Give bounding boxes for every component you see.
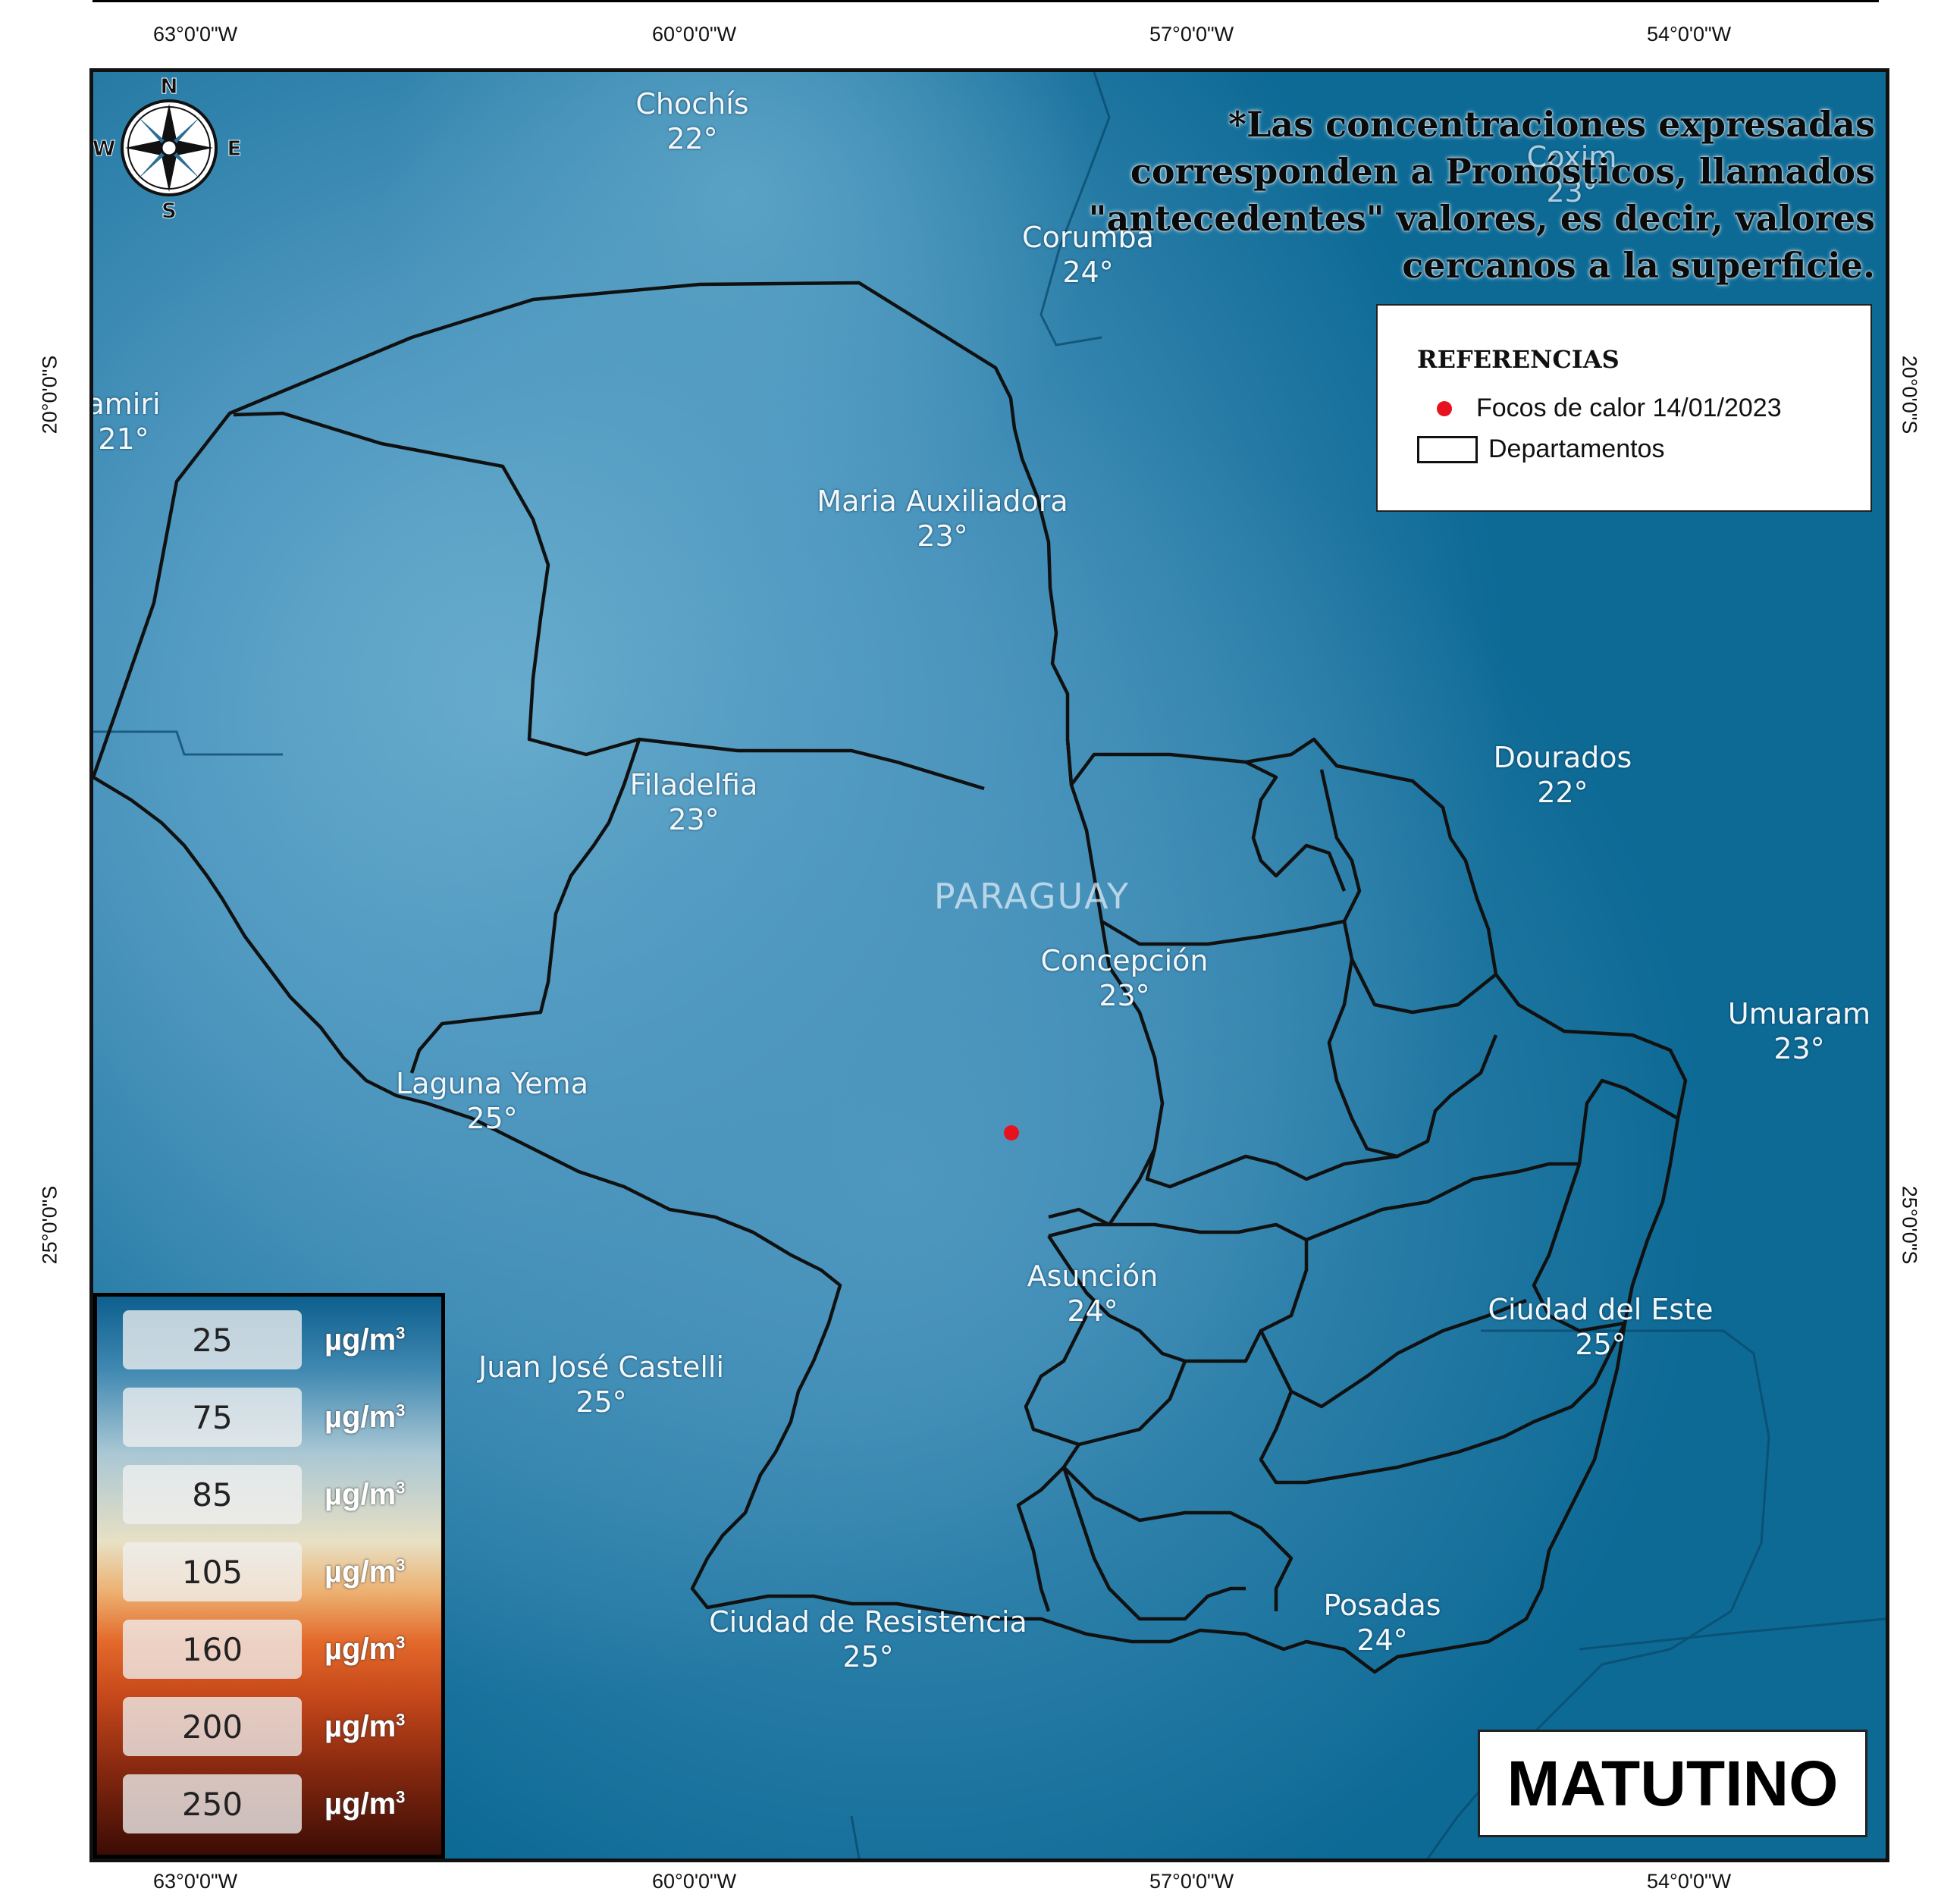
dept-line-5 [1099,921,1498,1189]
legend-hotspots: Focos de calor 14/01/2023 [1417,394,1782,423]
lon-label-top-2: 60°0'0"W [652,23,737,45]
scale-row-3: 85 µg/m3 [123,1463,405,1526]
scale-row-2: 75 µg/m3 [123,1386,405,1448]
city-label-posadas: Posadas 24° [1323,1589,1441,1657]
dept-line-14 [1259,1322,1627,1485]
city-label-amiri: amiri 21° [89,387,161,456]
dept-line-9 [1048,1147,1157,1227]
paraguay-outline [93,281,1688,1674]
city-label-ciudad-del-este: Ciudad del Este 25° [1488,1293,1714,1361]
scale-row-6: 200 µg/m3 [123,1695,405,1758]
scale-unit: µg/m3 [325,1400,406,1434]
lon-label-top-1: 63°0'0"W [153,23,238,45]
scale-value: 200 [123,1697,302,1756]
dept-line-8 [1048,1222,1309,1363]
period-label: MATUTINO [1478,1730,1867,1837]
city-label-ciudad-de-resistencia: Ciudad de Resistencia 25° [709,1605,1027,1673]
city-label-coxim: Coxim 23° [1526,140,1617,209]
scale-unit: µg/m3 [325,1786,406,1821]
scale-value: 160 [123,1620,302,1679]
city-label-chochis: Chochís 22° [635,87,749,155]
legend-departments-label: Departamentos [1488,434,1665,463]
scale-value: 85 [123,1465,302,1524]
scale-unit: µg/m3 [325,1709,406,1743]
border-south-brazil [1579,1617,1886,1651]
concentration-scale: 25 µg/m3 75 µg/m3 85 µg/m3 105 µg/m3 160 µg/m… [93,1293,445,1859]
lat-label-left-1: 20°0'0"S [38,355,61,434]
dept-line-15 [1062,1360,1187,1469]
scale-unit: µg/m3 [325,1477,406,1511]
legend-hotspots-label: Focos de calor 14/01/2023 [1476,394,1782,422]
compass-rose-icon: N S E W [93,74,242,224]
lat-label-right-2: 25°0'0"S [1898,1185,1921,1265]
department-boundaries [93,281,1688,1674]
department-rect-icon [1417,435,1478,463]
lon-label-bottom-2: 60°0'0"W [652,1870,737,1893]
legend-departments: Departamentos [1417,434,1664,464]
frame-top-edge [93,0,1879,2]
dept-line-12 [1259,1298,1527,1409]
city-label-dourados: Dourados 22° [1493,741,1632,809]
lat-label-left-2: 25°0'0"S [38,1185,61,1265]
dept-line-6 [1342,921,1497,1015]
dept-line-4 [1244,760,1347,892]
scale-unit: µg/m3 [325,1322,406,1357]
compass-e: E [227,136,241,161]
scale-value: 250 [123,1774,302,1833]
dept-line-7 [1327,958,1398,1159]
city-label-corumba: Corumba 24° [1022,221,1154,289]
river-fragment [850,1815,861,1859]
dept-line-19 [1024,1234,1096,1447]
lon-label-bottom-4: 54°0'0"W [1647,1870,1732,1893]
country-label: PARAGUAY [933,876,1130,917]
hotspot-marker[interactable] [1004,1125,1019,1140]
lon-label-bottom-3: 57°0'0"W [1149,1870,1234,1893]
compass-w: W [93,136,116,161]
city-label-umuaram: Umuaram 23° [1727,997,1871,1065]
city-label-laguna-yema: Laguna Yema 25° [396,1067,588,1135]
lat-label-right-1: 20°0'0"S [1898,355,1921,434]
scale-unit: µg/m3 [325,1554,406,1589]
city-label-filadelfia: Filadelfia 23° [629,768,758,836]
dept-line-16 [1062,1466,1293,1611]
dept-line-2 [409,739,641,1074]
dept-line-11 [1577,1078,1679,1165]
legend-title: REFERENCIAS [1417,345,1620,374]
dept-line-1 [233,411,985,791]
scale-value: 105 [123,1542,302,1601]
city-label-concepcion: Concepción 23° [1040,944,1209,1012]
dept-line-17 [1061,1466,1246,1621]
scale-row-1: 25 µg/m3 [123,1309,405,1371]
scale-row-4: 105 µg/m3 [123,1541,405,1603]
scale-row-7: 250 µg/m3 [123,1773,405,1835]
dept-line-18 [1016,1466,1065,1612]
dept-line-13 [1532,1163,1626,1333]
lon-label-top-3: 57°0'0"W [1149,23,1234,45]
legend-box: REFERENCIAS Focos de calor 14/01/2023 De… [1376,304,1872,512]
lon-label-bottom-1: 63°0'0"W [153,1870,238,1893]
forecast-note: *Las concentraciones expresadas correspo… [1088,104,1876,286]
compass-n: N [160,74,177,99]
border-bolivia-argentina [93,730,283,756]
city-label-asuncion: Asunción 24° [1027,1259,1159,1328]
dept-line-3 [1065,739,1362,946]
dept-line-10 [1306,1162,1579,1242]
hotspot-dot-icon [1437,400,1452,416]
scale-unit: µg/m3 [325,1632,406,1666]
scale-value: 25 [123,1310,302,1369]
scale-value: 75 [123,1388,302,1447]
city-label-juan-jose-castelli: Juan José Castelli 25° [478,1350,725,1419]
compass-s: S [161,198,177,223]
city-label-maria-auxiliadora: Maria Auxiliadora 23° [817,485,1068,553]
map-frame: Chochís 22° Corumba 24° Maria Auxiliadora 2… [89,68,1889,1862]
lon-label-top-4: 54°0'0"W [1647,23,1732,45]
scale-row-5: 160 µg/m3 [123,1618,405,1680]
border-bolivia-brazil [1039,72,1111,347]
